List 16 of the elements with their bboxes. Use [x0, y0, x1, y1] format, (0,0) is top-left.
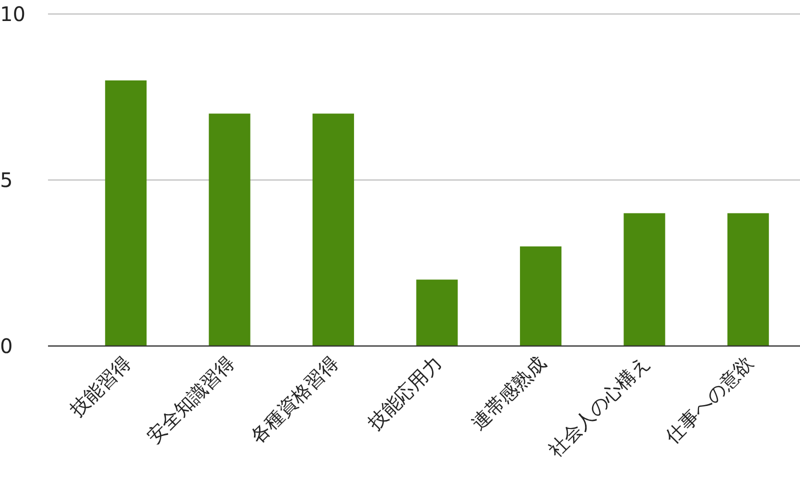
y-tick-label: 10	[0, 2, 26, 26]
bar	[105, 80, 147, 346]
bar	[312, 114, 354, 346]
bar	[416, 280, 458, 346]
bar	[520, 246, 562, 346]
x-tick-label: 各種資格習得	[246, 352, 343, 448]
x-tick-label: 仕事への意欲	[660, 352, 758, 449]
bar	[208, 114, 250, 346]
bar	[624, 213, 666, 346]
x-tick-label: 技能習得	[65, 352, 136, 422]
bar	[727, 213, 769, 346]
x-tick-label: 安全知識習得	[142, 352, 240, 448]
x-tick-label: 連帯感熟成	[468, 352, 550, 435]
y-tick-label: 5	[0, 168, 13, 192]
y-tick-label: 0	[0, 334, 13, 358]
x-tick-label: 技能応用力	[363, 352, 447, 436]
